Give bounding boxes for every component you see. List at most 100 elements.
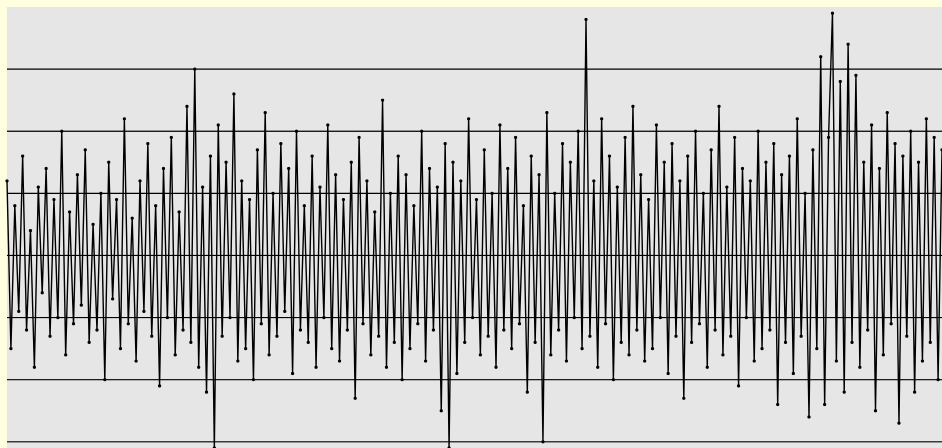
point <box>803 191 807 195</box>
point <box>283 309 287 313</box>
point <box>736 384 741 388</box>
point <box>627 353 631 357</box>
point <box>318 185 322 189</box>
point <box>643 359 647 363</box>
point <box>815 347 819 351</box>
point <box>913 390 917 394</box>
point <box>185 104 189 108</box>
point <box>95 328 99 332</box>
point <box>310 154 314 158</box>
point <box>388 191 392 195</box>
point <box>768 328 772 332</box>
point <box>639 173 643 177</box>
point <box>486 334 490 338</box>
point <box>580 347 584 351</box>
point <box>392 340 396 345</box>
point <box>408 347 412 351</box>
point <box>936 378 940 382</box>
point <box>744 315 748 320</box>
point <box>416 322 420 326</box>
point <box>357 135 361 140</box>
point <box>772 142 776 146</box>
point <box>901 154 905 158</box>
point <box>780 173 784 177</box>
point <box>177 210 181 214</box>
point <box>244 347 248 351</box>
point <box>600 117 604 121</box>
point <box>451 160 455 164</box>
point <box>298 328 303 332</box>
point <box>361 322 365 326</box>
point <box>674 334 678 338</box>
point <box>670 142 674 146</box>
point <box>87 340 91 345</box>
point <box>224 160 228 164</box>
point <box>290 371 295 376</box>
point <box>236 359 240 363</box>
point <box>373 210 377 214</box>
point <box>138 179 142 183</box>
point <box>377 334 381 338</box>
point <box>909 129 913 133</box>
point <box>334 173 338 177</box>
point <box>553 191 557 195</box>
point <box>208 154 213 158</box>
point <box>9 347 13 351</box>
point <box>650 347 655 351</box>
point <box>537 173 541 177</box>
point <box>365 179 369 183</box>
point <box>423 359 428 363</box>
point <box>287 166 291 171</box>
point <box>91 222 95 226</box>
point <box>275 334 279 338</box>
point <box>521 204 526 208</box>
point <box>204 390 209 394</box>
point <box>690 340 694 345</box>
point <box>513 135 518 140</box>
point <box>725 185 729 189</box>
point <box>75 173 80 177</box>
point <box>48 334 52 338</box>
point <box>607 154 612 158</box>
point <box>596 365 600 369</box>
point <box>232 92 236 96</box>
point <box>161 166 166 171</box>
point <box>455 371 459 376</box>
point <box>533 340 537 345</box>
point <box>427 166 432 171</box>
point <box>71 322 76 326</box>
point <box>173 353 177 357</box>
point <box>181 328 185 332</box>
point <box>615 185 619 189</box>
point <box>756 129 760 133</box>
point <box>740 166 745 171</box>
point <box>267 353 271 357</box>
point <box>337 359 342 363</box>
point <box>24 328 29 332</box>
point <box>99 191 103 195</box>
point <box>412 204 416 208</box>
point <box>658 315 662 320</box>
point <box>697 322 702 326</box>
point <box>134 359 138 363</box>
point <box>705 365 709 369</box>
point <box>40 291 44 295</box>
point <box>326 123 330 127</box>
point <box>314 365 318 369</box>
point <box>510 347 514 351</box>
point <box>197 365 201 369</box>
point <box>897 421 901 425</box>
point <box>713 328 717 332</box>
point <box>435 185 439 189</box>
point <box>866 328 870 332</box>
point <box>400 378 404 382</box>
point <box>733 135 737 140</box>
point <box>568 160 572 164</box>
point <box>799 334 803 338</box>
point <box>834 359 838 363</box>
point <box>345 328 349 332</box>
point <box>729 334 733 338</box>
point <box>353 396 357 400</box>
point <box>889 322 893 326</box>
